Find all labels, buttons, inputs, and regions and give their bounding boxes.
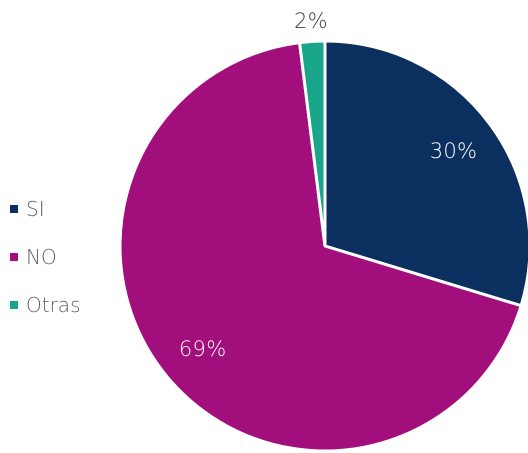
legend-item-otras: Otras — [10, 293, 110, 317]
pie-slice-no — [118, 41, 523, 453]
pie-slices — [118, 39, 528, 453]
pie-slice-si — [323, 39, 528, 308]
legend-label-no: NO — [26, 245, 57, 269]
data-label-otras: 2% — [294, 9, 328, 33]
pie-labels: 30% 69% 2% — [179, 9, 477, 361]
legend-swatch-otras — [10, 301, 18, 309]
legend-swatch-no — [10, 253, 18, 261]
legend-item-no: NO — [10, 245, 110, 269]
legend-item-si: SI — [10, 197, 110, 221]
legend-swatch-si — [10, 205, 18, 213]
legend-label-si: SI — [26, 197, 45, 221]
data-label-no: 69% — [179, 337, 227, 361]
legend-label-otras: Otras — [26, 293, 81, 317]
data-label-si: 30% — [430, 139, 478, 163]
legend: SI NO Otras — [10, 197, 110, 341]
pie-slice-otras — [298, 39, 327, 248]
